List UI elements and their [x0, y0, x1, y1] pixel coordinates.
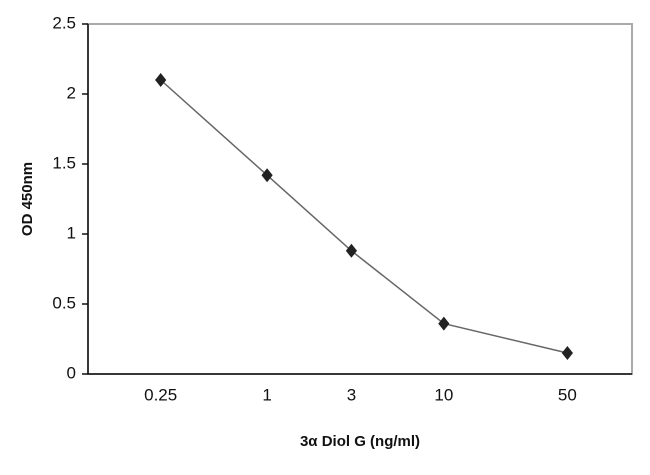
y-tick-label: 2.5 [52, 13, 76, 32]
y-tick-label: 1 [67, 223, 76, 242]
data-point [345, 243, 358, 258]
y-tick-label: 0 [67, 363, 76, 382]
x-tick-label: 0.25 [144, 385, 177, 404]
data-point [438, 316, 450, 331]
x-axis-title: 3α Diol G (ng/ml) [300, 433, 420, 450]
series-line [160, 79, 568, 354]
y-tick-label: 0.5 [52, 293, 76, 312]
x-tick-label: 1 [262, 385, 271, 404]
plot-frame [87, 23, 633, 375]
x-tick-label: 10 [434, 385, 453, 404]
data-point [261, 168, 273, 183]
y-tick-label: 2 [67, 83, 76, 102]
data-point [155, 73, 167, 87]
data-point [561, 346, 573, 360]
y-axis-title: OD 450nm [19, 162, 36, 236]
x-tick-label: 3 [347, 385, 356, 404]
x-tick-label: 50 [558, 385, 577, 404]
y-tick-label: 1.5 [52, 153, 76, 172]
